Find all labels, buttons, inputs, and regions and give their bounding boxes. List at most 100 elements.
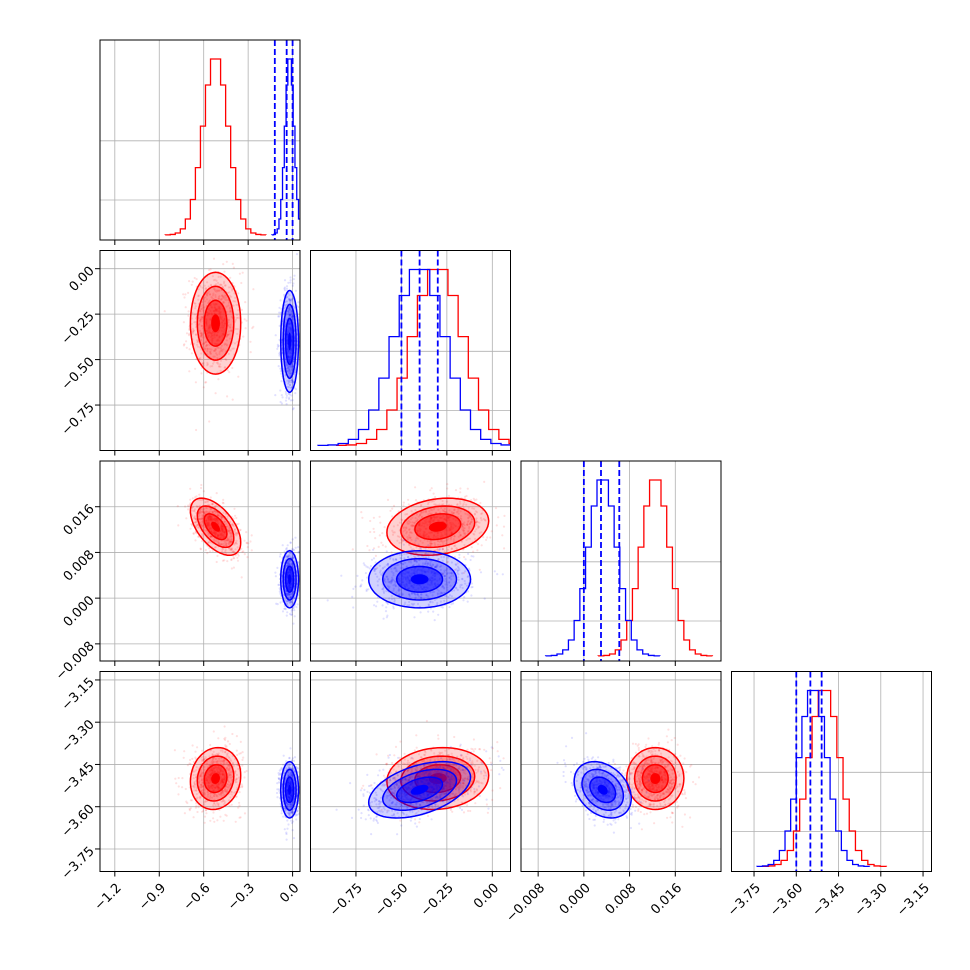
scatter-point: [455, 568, 458, 571]
scatter-point: [230, 315, 233, 318]
scatter-point: [295, 253, 299, 256]
scatter-point: [368, 549, 371, 552]
scatter-point: [288, 593, 291, 596]
scatter-point: [459, 517, 462, 520]
scatter-point: [294, 315, 297, 318]
scatter-point: [201, 749, 204, 752]
scatter-point: [202, 343, 205, 346]
scatter-point: [433, 565, 436, 569]
scatter-point: [419, 505, 423, 508]
scatter-point: [289, 563, 292, 566]
scatter-point: [231, 762, 234, 765]
scatter-point: [194, 521, 197, 524]
scatter-point: [222, 300, 225, 303]
scatter-point: [392, 572, 395, 575]
scatter-point: [405, 527, 408, 530]
scatter-point: [244, 327, 247, 330]
scatter-point: [429, 591, 432, 594]
scatter-point: [288, 384, 291, 387]
scatter-point: [243, 318, 246, 321]
scatter-point: [445, 581, 448, 584]
scatter-point: [455, 547, 458, 550]
scatter-point: [212, 757, 215, 760]
scatter-point: [392, 584, 395, 587]
scatter-point: [287, 298, 290, 301]
panel-frame: [520, 460, 722, 662]
scatter-point: [215, 560, 218, 564]
scatter-point: [449, 584, 452, 587]
scatter-point: [443, 569, 446, 572]
scatter-point: [458, 568, 461, 571]
scatter-point: [202, 785, 205, 788]
scatter-point: [210, 348, 213, 351]
scatter-point: [437, 543, 440, 546]
scatter-point: [220, 516, 223, 519]
scatter-point: [221, 350, 224, 353]
scatter-point: [197, 526, 201, 529]
scatter-point: [408, 604, 411, 607]
scatter-point: [229, 528, 232, 531]
scatter-point: [214, 348, 218, 351]
scatter-point: [466, 487, 469, 490]
scatter-point: [237, 316, 240, 319]
scatter-point: [430, 500, 433, 503]
scatter-point: [219, 347, 222, 350]
scatter-point: [230, 791, 233, 794]
scatter-point: [249, 351, 252, 354]
scatter-point: [406, 513, 409, 516]
scatter-point: [217, 804, 220, 807]
scatter-point: [290, 609, 293, 612]
scatter-point: [290, 367, 293, 370]
scatter-point: [202, 759, 205, 762]
scatter-point: [427, 595, 430, 598]
scatter-point: [225, 791, 228, 794]
scatter-point: [432, 508, 435, 511]
scatter-point: [222, 544, 226, 547]
scatter-point: [437, 558, 440, 561]
scatter-point: [448, 576, 451, 580]
scatter-point: [198, 493, 201, 496]
scatter-point: [201, 363, 204, 366]
scatter-point: [399, 562, 403, 565]
scatter-point: [394, 566, 397, 569]
scatter-point: [286, 555, 290, 558]
scatter-point: [283, 550, 286, 553]
panel-1-2: [310, 460, 511, 666]
scatter-point: [214, 753, 217, 756]
scatter-point: [201, 807, 204, 810]
scatter-point: [287, 397, 291, 401]
scatter-point: [391, 529, 394, 532]
scatter-point: [229, 776, 232, 779]
scatter-point: [226, 788, 229, 792]
scatter-point: [204, 348, 207, 351]
scatter-point: [200, 772, 204, 775]
scatter-point: [407, 555, 410, 559]
scatter-point: [279, 299, 282, 302]
scatter-point: [397, 589, 400, 592]
scatter-point: [205, 510, 208, 513]
scatter-point: [376, 566, 379, 570]
scatter-point: [415, 560, 418, 563]
scatter-point: [419, 596, 422, 600]
scatter-point: [206, 361, 209, 364]
scatter-point: [202, 771, 205, 774]
scatter-point: [373, 604, 376, 607]
scatter-point: [429, 508, 432, 511]
scatter-point: [227, 772, 230, 775]
scatter-point: [203, 511, 206, 514]
scatter-point: [221, 294, 224, 297]
scatter-point: [392, 559, 395, 562]
scatter-point: [456, 569, 460, 572]
scatter-point: [200, 483, 203, 487]
scatter-point: [218, 297, 221, 300]
scatter-point: [403, 553, 406, 556]
scatter-point: [422, 555, 425, 559]
scatter-point: [381, 544, 384, 547]
scatter-point: [279, 370, 282, 373]
scatter-point: [433, 542, 436, 545]
scatter-point: [221, 501, 224, 504]
scatter-point: [236, 559, 240, 562]
scatter-point: [290, 562, 293, 565]
scatter-point: [199, 317, 203, 321]
